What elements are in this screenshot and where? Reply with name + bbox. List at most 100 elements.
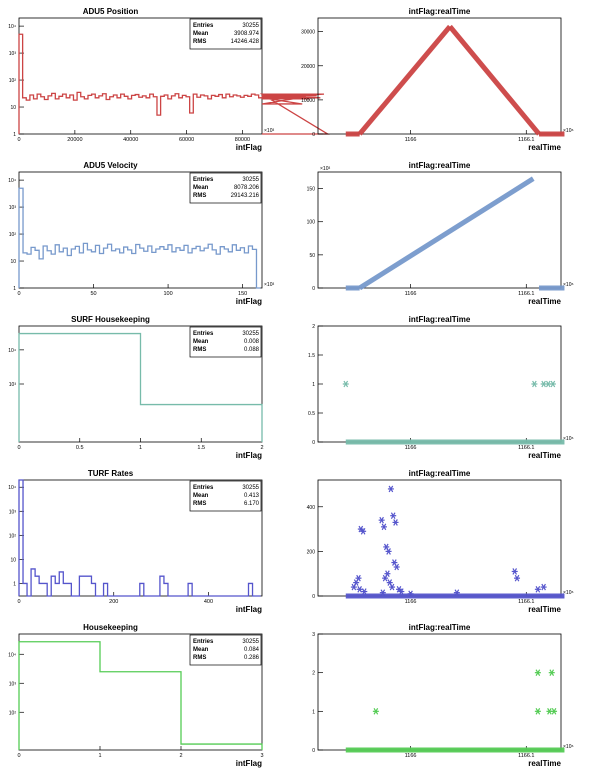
x-multiplier: ×10⁶ — [563, 744, 574, 750]
stats-label: Entries — [193, 331, 214, 337]
stats-value: 29143.216 — [231, 193, 260, 199]
scatter-band — [447, 24, 541, 136]
marker-stroke — [549, 669, 555, 676]
x-axis-label: realTime — [528, 759, 561, 768]
x-tick-label: 1166 — [405, 291, 417, 297]
stats-value: 30255 — [242, 331, 259, 337]
x-tick-label: 1166 — [405, 137, 417, 143]
y-tick-label: 30000 — [301, 30, 315, 36]
stats-label: Entries — [193, 177, 214, 183]
marker-stroke — [380, 589, 386, 596]
scatter-point — [383, 543, 390, 551]
stats-box — [189, 172, 262, 204]
histogram-series — [18, 33, 330, 135]
y-tick-label: 10⁴ — [8, 652, 16, 658]
scatter-point — [393, 563, 400, 571]
x-axis-label: intFlag — [236, 451, 262, 460]
marker-stroke — [532, 380, 537, 388]
scatter-point — [534, 708, 541, 715]
scatter-point — [534, 585, 541, 593]
stats-value: 0.286 — [244, 655, 260, 661]
marker-stroke — [541, 583, 546, 591]
x-axis-label: realTime — [528, 297, 561, 306]
marker-stroke — [535, 585, 541, 593]
stats-box — [189, 18, 262, 50]
plot-frame — [317, 171, 562, 289]
x-tick-label: 0 — [17, 291, 20, 297]
y-tick-label: 10 — [10, 259, 16, 265]
marker-stroke — [387, 579, 393, 586]
scatter-band — [357, 24, 452, 136]
stats-label: Mean — [193, 31, 209, 37]
x-tick-label: 1166 — [405, 753, 417, 759]
x-tick-label: 1.5 — [197, 445, 205, 451]
marker-stroke — [394, 563, 400, 571]
x-tick-label: 0 — [17, 599, 20, 605]
marker-stroke — [383, 543, 389, 551]
stats-label: RMS — [193, 39, 206, 45]
x-multiplier: ×10⁶ — [563, 282, 574, 288]
y-tick-label: 1 — [312, 709, 315, 715]
x-multiplier: ×10⁶ — [563, 128, 574, 134]
stats-value: 0.084 — [244, 647, 260, 653]
scatter-point — [534, 669, 541, 676]
x-tick-label: 1166.1 — [518, 137, 534, 143]
x-tick-label: 40000 — [123, 137, 138, 143]
x-tick-label: 1166.1 — [518, 753, 534, 759]
histogram-series — [18, 641, 263, 750]
x-axis-label: intFlag — [236, 759, 262, 768]
stats-value: 30255 — [242, 485, 259, 491]
marker-stroke — [398, 588, 404, 595]
stats-box — [189, 634, 262, 666]
scatter-point — [350, 583, 357, 591]
y-tick-label: 10⁴ — [8, 348, 16, 354]
x-tick-label: 80000 — [235, 137, 250, 143]
x-tick-label: 2 — [260, 445, 263, 451]
marker-stroke — [357, 585, 362, 593]
scatter-point — [391, 559, 398, 566]
scatter-point — [540, 583, 547, 591]
x-tick-label: 100 — [163, 291, 172, 297]
x-multiplier: ×10⁶ — [563, 590, 574, 596]
x-tick-label: 3 — [260, 753, 263, 759]
y-tick-label: 10² — [9, 232, 17, 238]
chart-panel-9: Housekeeping 0 1 2 3 10² 10³ 10⁴ intFlag Entries 3… — [8, 623, 263, 768]
chart-panel-4: intFlag:realTime 1166 1166.1 0 50 100 150 realT… — [307, 161, 574, 306]
stats-label: Entries — [193, 23, 214, 29]
stats-value: 0.008 — [244, 339, 260, 345]
histogram-series — [18, 332, 263, 442]
stats-value: 0.413 — [244, 493, 260, 499]
x-tick-label: 1166.1 — [518, 291, 534, 297]
scatter-point — [385, 548, 392, 555]
y-tick-label: 10000 — [301, 98, 315, 104]
marker-stroke — [512, 568, 518, 575]
stats-label: RMS — [193, 501, 206, 507]
marker-stroke — [343, 380, 349, 388]
stats-value: 6.170 — [244, 501, 260, 507]
chart-panel-10: intFlag:realTime 1166 1166.1 0 1 2 3 realTime ×1… — [312, 623, 573, 768]
marker-stroke — [541, 380, 546, 388]
scatter-point — [389, 583, 396, 591]
y-tick-label: 10 — [10, 105, 16, 111]
stats-value: 14246.428 — [231, 39, 260, 45]
y-tick-label: 10² — [9, 710, 17, 716]
x-tick-label: 2 — [179, 753, 182, 759]
y-tick-label: 10³ — [9, 382, 17, 388]
stats-label: Mean — [193, 185, 209, 191]
scatter-point — [548, 669, 555, 676]
marker-stroke — [514, 574, 520, 582]
x-axis-label: intFlag — [236, 605, 262, 614]
chart-title: SURF Housekeeping — [71, 315, 150, 324]
marker-stroke — [392, 559, 397, 566]
chart-title: intFlag:realTime — [409, 161, 471, 170]
stats-value: 8078.206 — [234, 185, 260, 191]
y-tick-label: 2 — [312, 671, 315, 677]
stats-label: RMS — [193, 655, 206, 661]
stats-box — [189, 326, 262, 358]
stats-value: 30255 — [242, 639, 259, 645]
stats-box — [189, 480, 262, 512]
stats-value: 30255 — [242, 23, 259, 29]
scatter-point — [378, 516, 385, 524]
scatter-point — [390, 512, 397, 520]
y-tick-label: 0 — [312, 286, 315, 292]
